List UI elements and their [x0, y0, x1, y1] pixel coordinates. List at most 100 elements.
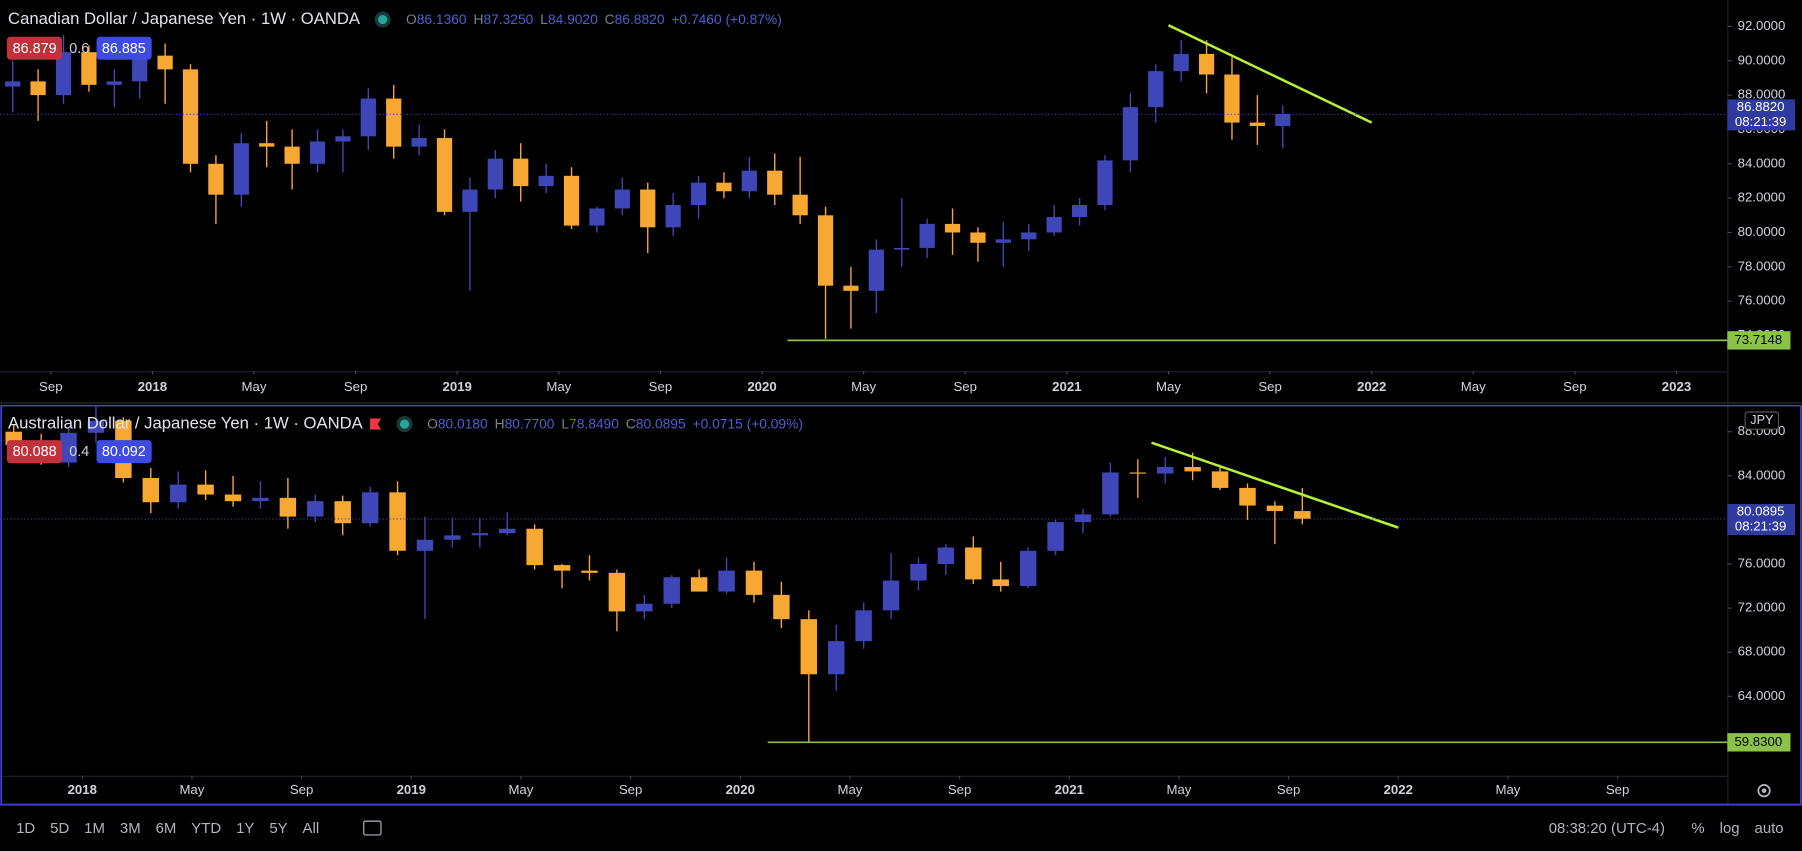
candle-body — [157, 55, 173, 70]
last-price-bg — [1727, 99, 1796, 131]
candle-body — [55, 52, 72, 96]
candle-body — [636, 603, 653, 612]
candle-body — [1129, 472, 1147, 474]
range-button[interactable]: 3M — [119, 819, 141, 837]
x-tick-label: 2020 — [747, 379, 776, 394]
settings-icon[interactable] — [1757, 784, 1771, 798]
candle-body — [1071, 205, 1088, 218]
candle-body — [995, 239, 1011, 243]
candle-body — [690, 577, 708, 592]
scale-option[interactable]: % — [1691, 819, 1705, 837]
x-tick-label: May — [837, 782, 862, 797]
candle-body — [828, 641, 845, 675]
candle-body — [665, 205, 681, 228]
candle-body — [30, 81, 46, 96]
candle-body — [741, 170, 757, 192]
x-tick-label: 2018 — [138, 379, 167, 394]
range-button[interactable]: YTD — [191, 819, 222, 837]
ohlc: C80.0895 — [626, 416, 686, 432]
quote-badges: 86.879 0.6 86.885 — [6, 36, 152, 60]
symbol-title[interactable]: Australian Dollar / Japanese Yen · 1W · … — [8, 414, 363, 434]
sell-button[interactable]: 80.088 — [6, 440, 63, 464]
candle-body — [882, 580, 900, 611]
ohlc: O86.1360 — [406, 11, 467, 27]
candle-body — [910, 564, 927, 581]
x-tick-label: Sep — [1606, 782, 1630, 797]
candle-body — [817, 215, 834, 286]
countdown: 08:21:39 — [1735, 114, 1786, 129]
candle-body — [526, 528, 543, 566]
candle-body — [970, 232, 986, 243]
x-tick-label: Sep — [39, 379, 62, 394]
x-tick-label: Sep — [619, 782, 643, 797]
range-button[interactable]: 5Y — [269, 819, 288, 837]
range-button[interactable]: 6M — [155, 819, 177, 837]
countdown: 08:21:39 — [1735, 518, 1786, 533]
y-tick-label: 92.0000 — [1738, 18, 1786, 33]
y-tick-label: 78.0000 — [1738, 258, 1786, 273]
stat-value: 86.1360 — [416, 11, 467, 28]
buy-button[interactable]: 80.092 — [96, 440, 152, 464]
symbol-title[interactable]: Canadian Dollar / Japanese Yen · 1W · OA… — [8, 10, 361, 29]
spread: 0.4 — [69, 443, 90, 460]
candle-body — [416, 539, 434, 551]
range-button[interactable]: 5D — [50, 819, 70, 837]
stat-key: O — [427, 416, 438, 433]
buy-button[interactable]: 86.885 — [96, 36, 152, 60]
candle-body — [1211, 471, 1229, 488]
flag-icon[interactable] — [369, 418, 382, 430]
date-range-icon[interactable] — [362, 820, 382, 836]
x-tick-label: 2021 — [1055, 782, 1084, 797]
range-button[interactable]: 1D — [16, 819, 36, 837]
active-pane-border — [0, 404, 1802, 806]
candle-body — [87, 420, 105, 433]
range-button[interactable]: 1Y — [236, 819, 255, 837]
x-tick-label: Sep — [649, 379, 673, 394]
candle-body — [182, 69, 199, 164]
candle-body — [142, 477, 160, 503]
candle-body — [335, 136, 351, 142]
y-tick-label: 76.0000 — [1738, 293, 1786, 308]
sell-button[interactable]: 86.879 — [6, 36, 63, 60]
candle-body — [279, 497, 297, 517]
candle-body — [868, 249, 884, 291]
x-tick-label: 2023 — [1662, 379, 1691, 394]
candle-body — [1266, 505, 1284, 512]
last-price-label: 86.8820 — [1737, 99, 1785, 114]
ohlc: C86.8820 — [605, 11, 665, 27]
candle-body — [614, 189, 630, 209]
candle-body — [1249, 122, 1265, 127]
x-tick-label: May — [1166, 782, 1191, 797]
range-button[interactable]: All — [302, 819, 320, 837]
scale-option[interactable]: auto — [1754, 819, 1784, 837]
x-tick-label: 2022 — [1384, 782, 1413, 797]
candle-body — [284, 146, 300, 164]
candle-body — [608, 572, 626, 612]
x-tick-label: 2020 — [726, 782, 755, 797]
candle-body — [1239, 487, 1256, 506]
range-button[interactable]: 1M — [84, 819, 105, 837]
stat-value: 86.8820 — [614, 11, 665, 28]
candle-body — [411, 138, 427, 147]
stat-value: 80.0895 — [635, 416, 686, 433]
y-tick-label: 72.0000 — [1738, 600, 1786, 615]
stat-value: 78.8490 — [569, 416, 619, 433]
trend-line — [1167, 24, 1373, 124]
quote-badges: 80.088 0.4 80.092 — [6, 440, 152, 464]
y-tick-label: 68.0000 — [1738, 644, 1786, 659]
candle-body — [169, 484, 187, 503]
candle-body — [992, 579, 1009, 587]
candle-body — [498, 528, 516, 534]
currency-button[interactable]: JPY — [1744, 411, 1780, 430]
stat-value: 80.0180 — [437, 416, 488, 433]
candle-body — [224, 494, 242, 502]
candle-body — [843, 285, 859, 291]
chart-header: Australian Dollar / Japanese Yen · 1W · … — [8, 415, 803, 433]
candle-body — [471, 533, 489, 536]
last-price-bg — [1727, 503, 1796, 536]
candle-body — [800, 619, 818, 675]
candle-body — [444, 535, 461, 540]
clock[interactable]: 08:38:20 (UTC-4) — [1548, 819, 1665, 837]
scale-option[interactable]: log — [1719, 819, 1740, 837]
y-tick-label: 76.0000 — [1738, 555, 1786, 570]
